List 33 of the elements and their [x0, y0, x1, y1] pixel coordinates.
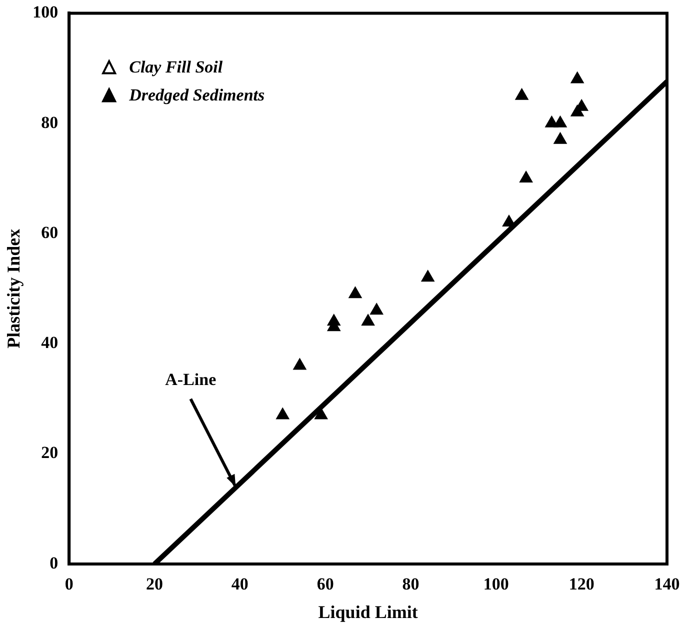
x-tick-label: 40	[231, 574, 248, 594]
y-axis-title: Plasticity Index	[3, 228, 24, 348]
point	[314, 408, 328, 420]
y-tick-label: 60	[41, 222, 58, 242]
point	[370, 304, 383, 315]
legend-label: Dredged Sediments	[128, 86, 266, 105]
point	[294, 358, 306, 370]
annotation: A-Line	[165, 370, 217, 389]
x-axis-title: Liquid Limit	[318, 602, 418, 622]
point	[545, 116, 558, 128]
point	[349, 287, 362, 298]
point	[520, 171, 532, 182]
y-tick-label: 20	[41, 443, 58, 462]
x-tick-label: 80	[402, 574, 420, 594]
x-tick-label: 140	[654, 574, 680, 594]
y-tick-label: 0	[50, 553, 58, 572]
x-tick-label: 0	[64, 574, 74, 594]
point	[422, 270, 434, 282]
x-tick-label: 60	[316, 574, 334, 594]
point	[554, 132, 566, 144]
point	[571, 72, 584, 84]
point	[328, 314, 340, 326]
y-tick-label: 80	[41, 112, 58, 132]
point	[554, 116, 566, 128]
point	[516, 88, 528, 100]
legend-label: Clay Fill Soil	[129, 58, 223, 77]
point	[276, 408, 289, 420]
y-tick-label: 40	[41, 333, 58, 352]
x-tick-label: 20	[146, 574, 164, 594]
point	[362, 314, 374, 326]
x-tick-label: 100	[483, 574, 509, 594]
y-tick-label: 100	[32, 2, 58, 22]
x-tick-label: 120	[568, 574, 594, 594]
